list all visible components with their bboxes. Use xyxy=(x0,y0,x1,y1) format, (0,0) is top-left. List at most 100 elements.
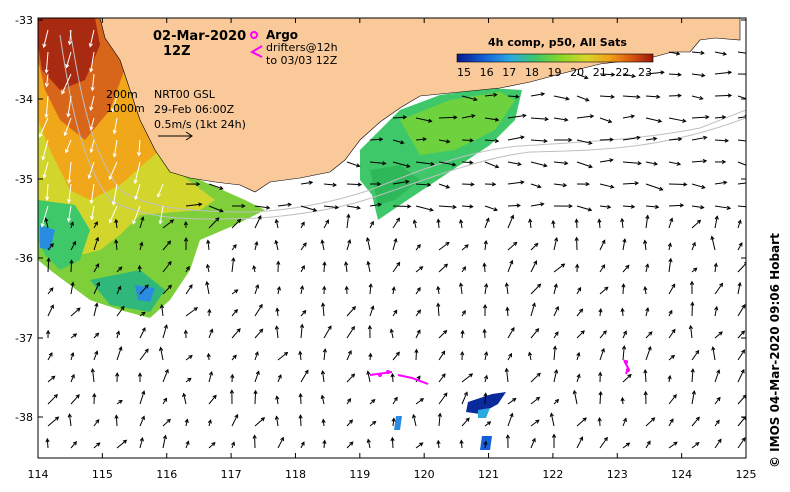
current-arrow-head xyxy=(744,261,746,264)
current-arrow-head xyxy=(400,140,405,145)
current-arrow xyxy=(714,263,717,273)
current-arrow xyxy=(67,95,72,117)
current-arrow-head xyxy=(585,97,590,102)
current-arrow-head xyxy=(334,205,340,210)
x-tick-label: 116 xyxy=(156,468,177,481)
current-arrow xyxy=(415,398,424,405)
current-arrow xyxy=(93,332,99,339)
current-arrow xyxy=(46,73,49,87)
argo-legend: Argo drifters@12h to 03/03 12Z xyxy=(249,28,338,67)
current-arrow xyxy=(691,183,705,189)
current-arrow xyxy=(369,284,372,295)
current-arrow xyxy=(668,218,673,229)
current-arrow xyxy=(438,183,450,189)
current-arrow xyxy=(530,303,536,317)
y-tick-label: -37 xyxy=(15,332,33,345)
current-arrow xyxy=(622,442,630,449)
current-arrow-head xyxy=(50,304,54,309)
current-arrow xyxy=(300,265,305,273)
current-arrow xyxy=(208,309,211,317)
current-arrow-head xyxy=(540,92,546,97)
current-arrow-head xyxy=(473,97,478,102)
current-arrow-head xyxy=(534,242,539,248)
current-arrow-head xyxy=(45,329,51,335)
current-arrow-head xyxy=(484,351,489,356)
current-arrow-head xyxy=(206,239,211,244)
current-arrow-head xyxy=(528,218,533,223)
current-arrow xyxy=(438,242,450,251)
current-arrow xyxy=(573,390,578,405)
colorbar-tick-label: 15 xyxy=(457,66,471,79)
current-arrow xyxy=(185,419,188,427)
current-arrow-head xyxy=(540,202,545,207)
current-arrow-head xyxy=(636,94,641,99)
current-arrow-head xyxy=(695,349,700,355)
current-arrow xyxy=(622,73,636,77)
current-arrow xyxy=(645,441,651,449)
current-arrow xyxy=(116,331,120,339)
current-arrow xyxy=(484,352,488,361)
current-arrow xyxy=(346,441,354,449)
current-arrow-head xyxy=(451,162,457,167)
current-arrow xyxy=(553,117,568,121)
current-arrow-head xyxy=(372,420,377,425)
current-arrow xyxy=(300,205,317,212)
current-arrow xyxy=(553,284,557,295)
current-arrow xyxy=(277,286,281,295)
current-arrow-head xyxy=(748,164,751,167)
current-arrow-head xyxy=(159,303,165,309)
current-arrow xyxy=(70,374,75,383)
current-arrow xyxy=(576,205,592,211)
current-arrow-head xyxy=(667,374,672,380)
current-arrow-head xyxy=(579,436,584,441)
current-arrow-head xyxy=(673,441,678,446)
current-arrow-head xyxy=(112,129,117,135)
current-arrow xyxy=(438,161,456,166)
current-arrow xyxy=(622,331,627,339)
current-arrow xyxy=(369,353,372,361)
current-arrow xyxy=(737,330,745,339)
current-arrow xyxy=(276,396,279,405)
current-arrow-head xyxy=(356,205,361,210)
current-arrow xyxy=(346,239,351,251)
current-arrow-head xyxy=(393,309,398,314)
current-arrow-head xyxy=(211,441,216,447)
current-arrow xyxy=(530,438,536,449)
current-arrow xyxy=(47,375,56,383)
y-tick-label: -38 xyxy=(15,411,33,424)
current-arrow xyxy=(415,329,421,339)
current-arrow-head xyxy=(453,115,458,120)
current-arrow-head xyxy=(53,393,58,399)
credit-label: © IMOS 04-Mar-2020 09:06 Hobart xyxy=(768,233,782,468)
current-arrow xyxy=(461,115,475,119)
current-arrow xyxy=(231,414,239,427)
current-arrow-head xyxy=(368,283,373,288)
current-arrow-head xyxy=(44,113,49,119)
current-arrow xyxy=(691,219,701,229)
current-arrow-head xyxy=(620,307,625,313)
current-arrow xyxy=(737,51,746,54)
current-arrow xyxy=(714,181,727,185)
current-arrow xyxy=(299,351,302,361)
current-arrow xyxy=(668,73,681,76)
current-arrow-head xyxy=(645,263,650,268)
current-arrow-head xyxy=(517,161,522,167)
current-arrow-head xyxy=(70,281,75,287)
current-arrow-head xyxy=(234,413,239,419)
current-arrow-head xyxy=(325,219,329,224)
current-arrow xyxy=(668,418,674,427)
current-arrow xyxy=(90,95,95,111)
current-arrow-head xyxy=(390,436,395,442)
current-arrow-head xyxy=(637,161,642,166)
current-arrow-head xyxy=(137,264,142,270)
current-arrow xyxy=(507,215,514,229)
product-label: NRT00 GSL xyxy=(154,88,216,101)
current-arrow xyxy=(116,286,121,295)
current-arrow xyxy=(322,419,325,427)
current-arrow xyxy=(208,329,213,339)
current-arrow-head xyxy=(422,137,427,142)
current-arrow xyxy=(231,258,235,273)
current-arrow xyxy=(598,418,601,427)
current-arrow-head xyxy=(601,264,606,269)
current-arrow-head xyxy=(436,285,441,291)
